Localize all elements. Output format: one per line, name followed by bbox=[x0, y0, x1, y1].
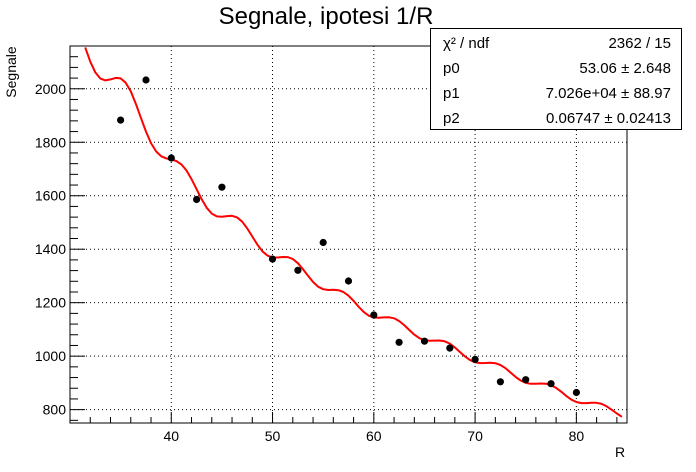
data-point bbox=[471, 355, 479, 363]
stat-row-chi2: χ² / ndf 2362 / 15 bbox=[431, 31, 681, 56]
x-axis-label: R bbox=[615, 444, 625, 460]
y-tick-label: 1000 bbox=[35, 348, 66, 364]
data-point bbox=[420, 337, 429, 345]
stat-value: 2362 / 15 bbox=[608, 35, 671, 52]
y-tick-label: 1400 bbox=[35, 241, 66, 257]
y-tick-label: 1800 bbox=[35, 134, 66, 150]
stat-value: 7.026e+04 ± 88.97 bbox=[545, 85, 671, 102]
data-point bbox=[547, 380, 555, 388]
data-point bbox=[117, 116, 125, 124]
data-points bbox=[117, 76, 581, 397]
data-point bbox=[344, 277, 353, 285]
data-point bbox=[395, 338, 403, 346]
y-axis-label: Segnale bbox=[3, 46, 19, 98]
stat-key: p0 bbox=[443, 60, 460, 77]
plot-frame bbox=[69, 45, 628, 424]
data-point bbox=[193, 195, 201, 204]
y-axis-ticks: 800 1000 1200 1400 1600 1800 2000 bbox=[35, 45, 85, 421]
data-point bbox=[319, 238, 327, 247]
data-point bbox=[572, 388, 581, 397]
data-point bbox=[522, 376, 530, 384]
x-tick-label: 70 bbox=[467, 428, 483, 444]
stat-row-p1: p1 7.026e+04 ± 88.97 bbox=[431, 81, 681, 106]
stat-key: p2 bbox=[443, 110, 460, 127]
fit-stats-box: χ² / ndf 2362 / 15 p0 53.06 ± 2.648 p1 7… bbox=[430, 28, 682, 130]
data-point bbox=[268, 255, 277, 263]
y-tick-label: 1200 bbox=[35, 295, 66, 311]
fit-curve bbox=[84, 47, 623, 418]
x-tick-label: 50 bbox=[265, 428, 281, 444]
y-tick-label: 2000 bbox=[35, 81, 66, 97]
x-tick-label: 60 bbox=[366, 428, 382, 444]
stat-key: p1 bbox=[443, 85, 460, 102]
chart-title: Segnale, ipotesi 1/R bbox=[219, 3, 434, 30]
x-tick-label: 80 bbox=[569, 428, 585, 444]
data-point bbox=[446, 344, 454, 352]
x-axis-ticks: 40 50 60 70 80 bbox=[89, 412, 618, 444]
y-tick-label: 1600 bbox=[35, 188, 66, 204]
data-point bbox=[142, 76, 150, 84]
data-point bbox=[496, 378, 504, 386]
data-point bbox=[218, 183, 226, 191]
data-point bbox=[294, 266, 302, 274]
stat-value: 0.06747 ± 0.02413 bbox=[545, 110, 671, 127]
stat-key: χ² / ndf bbox=[443, 35, 490, 52]
stat-row-p0: p0 53.06 ± 2.648 bbox=[431, 56, 681, 81]
fit-curve-layer bbox=[84, 47, 623, 418]
stat-value: 53.06 ± 2.648 bbox=[579, 60, 671, 77]
x-tick-label: 40 bbox=[163, 428, 179, 444]
stat-row-p2: p2 0.06747 ± 0.02413 bbox=[431, 106, 681, 131]
data-point bbox=[167, 154, 175, 162]
y-tick-label: 800 bbox=[43, 402, 67, 418]
data-point bbox=[370, 311, 378, 319]
